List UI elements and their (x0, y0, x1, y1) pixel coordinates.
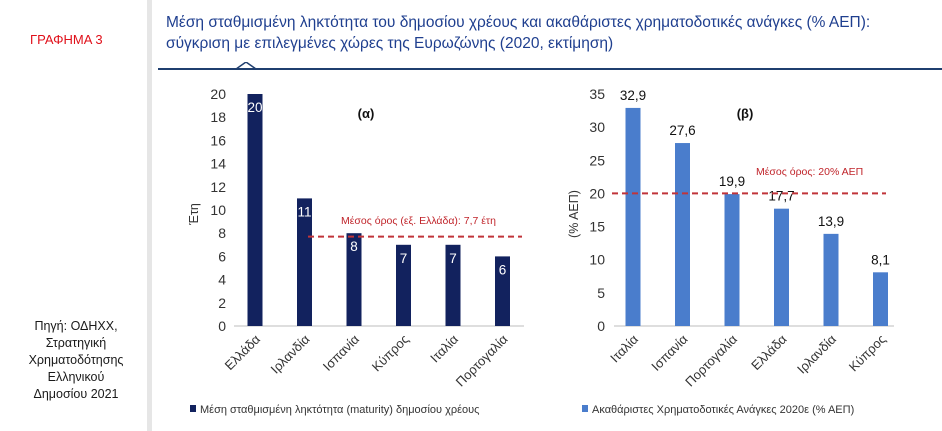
y-tick-label: 5 (597, 285, 605, 301)
bar (297, 198, 312, 326)
y-axis-label: (% ΑΕΠ) (567, 190, 581, 238)
source-line: Πηγή: ΟΔΗΧΧ, (34, 319, 118, 333)
source-line: Στρατηγική (45, 336, 107, 350)
y-tick-label: 18 (210, 109, 226, 125)
legend-label: Ακαθάριστες Χρηματοδοτικές Ανάγκες 2020ε… (592, 404, 854, 416)
data-label: 17,7 (768, 189, 794, 204)
source-line: Δημοσίου 2021 (33, 387, 119, 401)
y-tick-label: 4 (218, 272, 226, 288)
x-tick-label: Ελλάδα (748, 331, 790, 373)
y-tick-label: 12 (210, 179, 226, 195)
data-label: 11 (297, 204, 311, 219)
bar (873, 272, 888, 326)
divider-notch (236, 62, 256, 70)
data-label: 20 (247, 100, 262, 115)
x-tick-label: Ισπανία (320, 331, 363, 374)
y-tick-label: 8 (218, 225, 226, 241)
y-tick-label: 20 (210, 86, 226, 102)
x-tick-label: Κύπρος (369, 332, 412, 375)
source-line: Χρηματοδότησης (28, 353, 124, 367)
data-label: 32,9 (620, 88, 646, 103)
bar (823, 233, 839, 326)
data-label: 7 (400, 251, 408, 266)
y-tick-label: 30 (589, 119, 605, 135)
data-label: 27,6 (669, 123, 695, 138)
y-tick-label: 0 (597, 318, 605, 334)
y-tick-label: 14 (210, 156, 226, 172)
bar (495, 256, 510, 326)
bar (625, 107, 641, 326)
bar (445, 244, 461, 326)
x-tick-label: Κύπρος (846, 332, 889, 375)
chart-title: Μέση σταθμισμένη ληκτότητα του δημοσίου … (166, 12, 936, 54)
y-tick-label: 16 (210, 132, 226, 148)
y-tick-label: 35 (589, 86, 605, 102)
x-tick-label: Ιρλανδία (268, 331, 313, 376)
legend-swatch (190, 405, 196, 412)
reference-line-label: Μέσος όρος (εξ. Ελλάδα): 7,7 έτη (341, 215, 496, 227)
y-tick-label: 2 (218, 295, 226, 311)
source-line: Ελληνικού (47, 370, 105, 384)
panel-label: (α) (358, 106, 375, 121)
reference-line-label: Μέσος όρος: 20% ΑΕΠ (756, 166, 863, 178)
x-tick-label: Ιρλανδία (794, 331, 839, 376)
x-tick-label: Ιταλία (427, 331, 461, 365)
bar (346, 233, 362, 326)
bar (247, 94, 263, 326)
data-label: 6 (499, 262, 507, 277)
bar (396, 244, 411, 326)
figure-label: ΓΡΑΦΗΜΑ 3 (30, 32, 103, 47)
x-tick-label: Πορτογαλία (682, 331, 740, 389)
legend-label: Μέση σταθμισμένη ληκτότητα (maturity) δη… (200, 404, 479, 416)
legend-swatch (582, 405, 588, 412)
y-tick-label: 0 (218, 318, 226, 334)
y-tick-label: 10 (589, 252, 605, 268)
bar (724, 194, 740, 326)
bar (675, 143, 690, 326)
title-divider (158, 68, 942, 70)
title-line-1: Μέση σταθμισμένη ληκτότητα του δημοσίου … (166, 14, 871, 31)
y-tick-label: 6 (218, 248, 226, 264)
y-axis-label: Έτη (187, 203, 201, 226)
title-line-2: σύγκριση με επιλεγμένες χώρες της Ευρωζώ… (166, 35, 614, 52)
data-label: 19,9 (719, 174, 745, 189)
y-tick-label: 20 (589, 185, 605, 201)
data-label: 7 (449, 251, 457, 266)
source-note: Πηγή: ΟΔΗΧΧ, Στρατηγική Χρηματοδότησης Ε… (6, 318, 146, 403)
data-label: 13,9 (818, 214, 844, 229)
data-label: 8,1 (871, 252, 890, 267)
x-tick-label: Ελλάδα (222, 331, 264, 373)
x-tick-label: Ισπανία (648, 331, 691, 374)
x-tick-label: Ιταλία (607, 331, 641, 365)
data-label: 8 (350, 239, 358, 254)
sidebar: ΓΡΑΦΗΜΑ 3 Πηγή: ΟΔΗΧΧ, Στρατηγική Χρηματ… (0, 0, 152, 431)
bar (774, 208, 789, 326)
x-tick-label: Πορτογαλία (453, 331, 511, 389)
y-tick-label: 10 (210, 202, 226, 218)
panel-label: (β) (737, 106, 754, 121)
y-tick-label: 25 (589, 152, 605, 168)
y-tick-label: 15 (589, 219, 605, 235)
